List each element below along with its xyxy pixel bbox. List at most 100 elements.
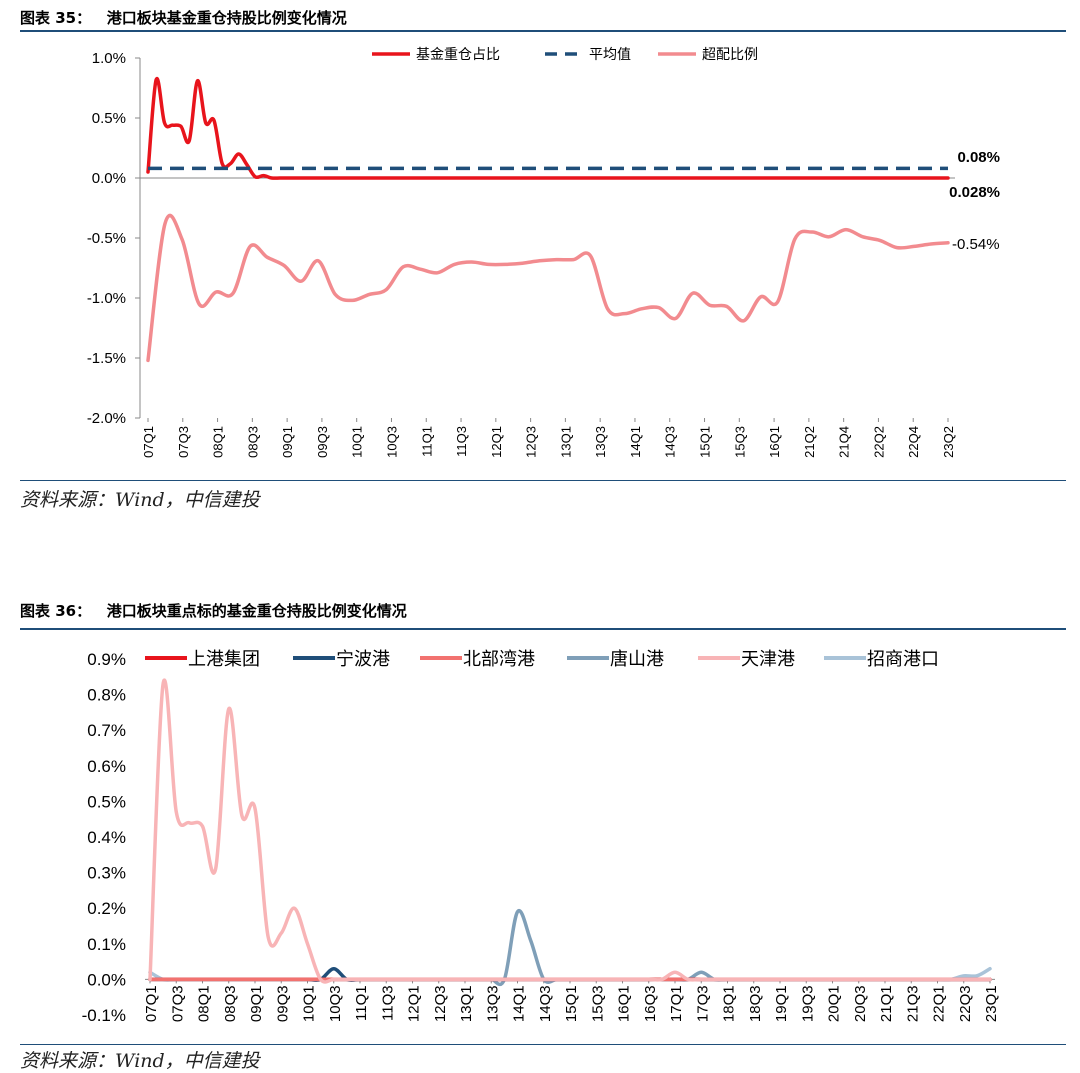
x-tick-label: 23Q2 xyxy=(941,426,956,458)
x-tick-label: 21Q1 xyxy=(878,985,895,1022)
x-tick-label: 14Q3 xyxy=(663,426,678,458)
x-tick-label: 08Q3 xyxy=(222,985,239,1022)
x-tick-label: 15Q3 xyxy=(732,426,747,458)
x-tick-label: 13Q1 xyxy=(558,426,573,458)
x-tick-label: 12Q1 xyxy=(406,985,423,1022)
annotation-latest-overweight: -0.54% xyxy=(952,236,1000,253)
x-tick-label: 22Q1 xyxy=(931,985,948,1022)
x-tick-label: 10Q1 xyxy=(350,426,365,458)
x-tick-label: 21Q4 xyxy=(837,426,852,458)
x-tick-label: 12Q3 xyxy=(524,426,539,458)
y-tick-label: 0.7% xyxy=(87,721,126,740)
y-tick-label: 0.0% xyxy=(87,970,126,989)
chart-35-svg: 1.0% 0.5% 0.0% -0.5% -1.0% -1.5% -2.0% 07Q1 07Q3… xyxy=(87,46,1000,458)
x-tick-label: 14Q1 xyxy=(628,426,643,458)
x-tick-label: 20Q3 xyxy=(852,985,869,1022)
x-tick-label: 19Q1 xyxy=(773,985,790,1022)
y-tick-label: 1.0% xyxy=(92,50,126,67)
x-tick-label: 12Q1 xyxy=(489,426,504,458)
x-tick-label: 10Q3 xyxy=(327,985,344,1022)
legend-label: 宁波港 xyxy=(336,649,390,669)
legend-label: 唐山港 xyxy=(610,649,664,669)
x-tick-label: 10Q3 xyxy=(384,426,399,458)
x-tick-label: 14Q1 xyxy=(511,985,528,1022)
x-tick-label: 07Q3 xyxy=(176,426,191,458)
y-tick-label: 0.0% xyxy=(92,170,126,187)
y-tick-label: 0.2% xyxy=(87,899,126,918)
y-tick-label: 0.8% xyxy=(87,686,126,705)
x-tick-label: 12Q3 xyxy=(432,985,449,1022)
x-tick-label: 08Q1 xyxy=(211,426,226,458)
y-tick-label: -1.5% xyxy=(87,350,126,367)
legend-label: 招商港口 xyxy=(867,649,939,669)
series-line-tangshan-port xyxy=(148,908,992,987)
x-tick-label: 07Q1 xyxy=(141,426,156,458)
figure-35-source: 资料来源：Wind，中信建投 xyxy=(20,489,260,511)
y-tick-label: 0.5% xyxy=(92,110,126,127)
x-tick-label: 09Q1 xyxy=(248,985,265,1022)
x-tick-label: 13Q3 xyxy=(484,985,501,1022)
figure-35-top-rule xyxy=(20,30,1066,32)
x-tick-label: 14Q3 xyxy=(537,985,554,1022)
y-tick-label: 0.5% xyxy=(87,792,126,811)
chart-36-svg: 0.9% 0.8% 0.7% 0.6% 0.5% 0.4% 0.3% 0.2% 0.1% 0.0%… xyxy=(82,649,1000,1025)
x-tick-label: 17Q1 xyxy=(668,985,685,1022)
x-tick-label: 20Q1 xyxy=(826,985,843,1022)
x-tick-label: 13Q3 xyxy=(593,426,608,458)
x-tick-label: 09Q1 xyxy=(280,426,295,458)
x-tick-label: 16Q1 xyxy=(767,426,782,458)
y-tick-label: -0.5% xyxy=(87,230,126,247)
series-line-fund-holding xyxy=(146,77,950,180)
x-tick-label: 16Q1 xyxy=(616,985,633,1022)
annotation-average: 0.08% xyxy=(957,149,1000,166)
x-tick-label: 11Q1 xyxy=(419,426,434,457)
legend-label: 基金重仓占比 xyxy=(416,46,500,62)
x-tick-label: 17Q3 xyxy=(694,985,711,1022)
x-tick-label: 18Q3 xyxy=(747,985,764,1022)
x-tick-label: 19Q3 xyxy=(799,985,816,1022)
x-tick-label: 09Q3 xyxy=(274,985,291,1022)
figure-36-title: 图表 36： 港口板块重点标的基金重仓持股比例变化情况 xyxy=(20,602,407,620)
x-tick-label: 10Q1 xyxy=(301,985,318,1022)
x-tick-label: 21Q2 xyxy=(802,426,817,458)
x-tick-label: 18Q1 xyxy=(721,985,738,1022)
annotation-latest-holding: 0.028% xyxy=(949,184,1000,201)
x-tick-label: 09Q3 xyxy=(315,426,330,458)
y-tick-label: 0.3% xyxy=(87,864,126,883)
y-tick-label: 0.1% xyxy=(87,935,126,954)
legend-label: 超配比例 xyxy=(702,46,758,62)
y-tick-label: -0.1% xyxy=(82,1006,126,1025)
legend-label: 平均值 xyxy=(589,46,631,62)
x-tick-label: 16Q3 xyxy=(642,985,659,1022)
figure-35-title: 图表 35： 港口板块基金重仓持股比例变化情况 xyxy=(20,9,347,27)
x-tick-label: 11Q3 xyxy=(379,985,396,1021)
legend-label: 北部湾港 xyxy=(463,649,535,669)
y-tick-label: 0.4% xyxy=(87,828,126,847)
x-tick-label: 22Q3 xyxy=(957,985,974,1022)
x-tick-label: 11Q3 xyxy=(454,426,469,457)
x-tick-label: 22Q2 xyxy=(871,426,886,458)
x-tick-label: 15Q1 xyxy=(698,426,713,458)
x-tick-label: 07Q1 xyxy=(143,985,160,1022)
y-tick-label: -2.0% xyxy=(87,410,126,427)
x-tick-label: 23Q1 xyxy=(983,985,1000,1022)
x-tick-label: 13Q1 xyxy=(458,985,475,1022)
x-tick-label: 15Q1 xyxy=(563,985,580,1022)
figure-36-bottom-rule xyxy=(20,1044,1066,1045)
y-tick-label: 0.9% xyxy=(87,650,126,669)
figure-36-top-rule xyxy=(20,628,1066,630)
x-tick-label: 08Q1 xyxy=(196,985,213,1022)
figure-36-source: 资料来源：Wind，中信建投 xyxy=(20,1050,260,1072)
legend-label: 上港集团 xyxy=(188,649,260,669)
figure-35-bottom-rule xyxy=(20,480,1066,481)
x-tick-label: 11Q1 xyxy=(353,985,370,1021)
y-tick-label: -1.0% xyxy=(87,290,126,307)
x-tick-label: 08Q3 xyxy=(245,426,260,458)
series-line-tianjin-port xyxy=(148,678,992,984)
x-tick-label: 07Q3 xyxy=(169,985,186,1022)
x-tick-label: 22Q4 xyxy=(906,426,921,458)
series-line-overweight xyxy=(146,213,950,363)
legend-label: 天津港 xyxy=(741,649,795,669)
x-tick-label: 15Q3 xyxy=(589,985,606,1022)
x-tick-label: 21Q3 xyxy=(904,985,921,1022)
